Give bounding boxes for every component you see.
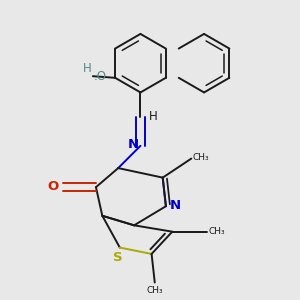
Text: N: N bbox=[128, 138, 139, 151]
Text: CH₃: CH₃ bbox=[193, 153, 209, 162]
Text: S: S bbox=[113, 251, 123, 264]
Text: H: H bbox=[148, 110, 157, 123]
Text: .O: .O bbox=[94, 70, 107, 83]
Text: H: H bbox=[82, 62, 91, 75]
Text: CH₃: CH₃ bbox=[146, 286, 163, 296]
Text: N: N bbox=[170, 199, 181, 212]
Text: CH₃: CH₃ bbox=[209, 227, 225, 236]
Text: O: O bbox=[47, 180, 59, 193]
